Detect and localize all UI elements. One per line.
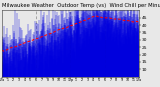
Text: 9: 9 <box>121 78 123 82</box>
Text: 3: 3 <box>18 78 20 82</box>
Text: 6: 6 <box>104 78 106 82</box>
Text: 7: 7 <box>41 78 43 82</box>
Text: 12a: 12a <box>136 78 142 82</box>
Text: 4: 4 <box>92 78 94 82</box>
Text: Milwaukee Weather  Outdoor Temp (vs)  Wind Chill per Minute (Last 24 Hours): Milwaukee Weather Outdoor Temp (vs) Wind… <box>2 3 160 8</box>
Text: 1: 1 <box>75 78 77 82</box>
Text: 7: 7 <box>109 78 112 82</box>
Text: 10: 10 <box>126 78 130 82</box>
Text: 9: 9 <box>52 78 54 82</box>
Text: 10: 10 <box>57 78 61 82</box>
Text: 2: 2 <box>12 78 14 82</box>
Text: 11: 11 <box>132 78 136 82</box>
Text: 8: 8 <box>115 78 117 82</box>
Text: 8: 8 <box>46 78 48 82</box>
Text: 12a: 12a <box>0 78 5 82</box>
Text: 6: 6 <box>35 78 37 82</box>
Text: 12p: 12p <box>67 78 73 82</box>
Text: 2: 2 <box>81 78 83 82</box>
Text: 5: 5 <box>98 78 100 82</box>
Text: 5: 5 <box>29 78 31 82</box>
Text: 3: 3 <box>87 78 89 82</box>
Text: 11: 11 <box>63 78 67 82</box>
Text: 1: 1 <box>6 78 8 82</box>
Text: 4: 4 <box>24 78 26 82</box>
